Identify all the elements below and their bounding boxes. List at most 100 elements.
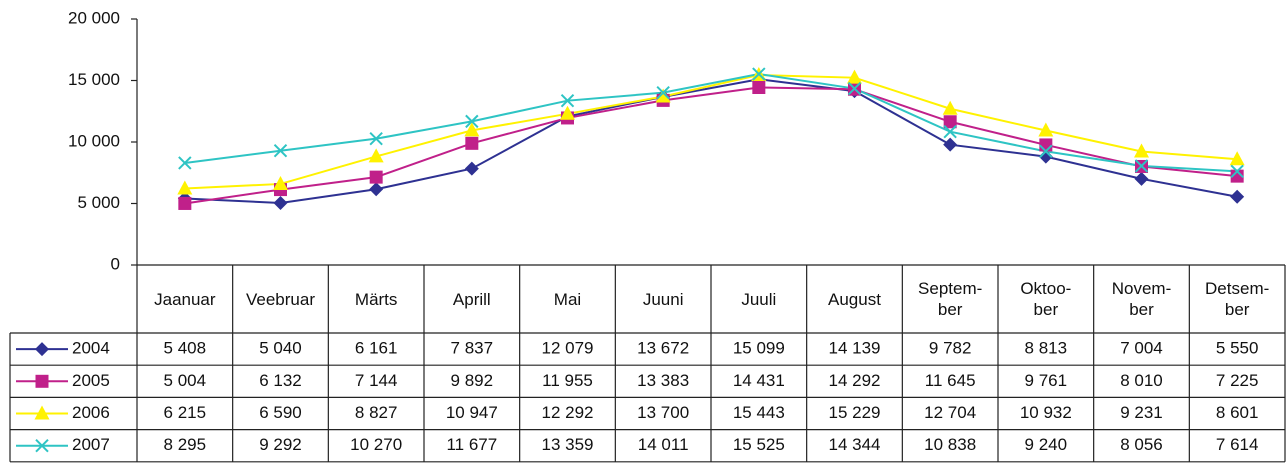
- legend-label: 2007: [72, 435, 110, 454]
- marker: [1038, 149, 1053, 164]
- marker: [1230, 164, 1244, 179]
- marker: [560, 93, 575, 108]
- marker: [847, 81, 862, 96]
- marker: [464, 122, 480, 137]
- marker: [465, 136, 479, 150]
- data-label: 8 010: [1120, 371, 1163, 390]
- marker: [942, 100, 958, 115]
- data-label: 7 004: [1120, 339, 1163, 358]
- data-label: 9 240: [1025, 435, 1068, 454]
- marker: [656, 85, 670, 100]
- x-tick-label: Detsem- ber: [1205, 279, 1270, 319]
- y-tick-label: 5 000: [77, 193, 120, 212]
- legend-label: 2005: [72, 371, 110, 390]
- data-label: 7 614: [1216, 435, 1259, 454]
- data-label: 6 132: [259, 371, 302, 390]
- data-label: 13 383: [637, 371, 689, 390]
- y-tick-label: 0: [111, 254, 120, 273]
- data-label: 11 677: [446, 435, 497, 454]
- data-label: 13 359: [542, 435, 594, 454]
- marker: [369, 170, 383, 184]
- marker: [178, 196, 192, 210]
- data-label: 8 601: [1216, 403, 1259, 422]
- marker: [177, 180, 193, 195]
- data-label: 5 550: [1216, 339, 1259, 358]
- data-label: 5 040: [259, 339, 302, 358]
- marker: [1039, 138, 1053, 152]
- x-tick-label: Juuni: [642, 289, 684, 309]
- data-label: 11 645: [925, 371, 976, 390]
- marker: [943, 124, 957, 139]
- data-label: 12 292: [542, 403, 594, 422]
- data-label: 11 955: [542, 371, 593, 390]
- data-label: 8 295: [164, 435, 207, 454]
- data-label: 7 144: [355, 371, 398, 390]
- data-label: 10 838: [924, 435, 976, 454]
- marker: [465, 114, 479, 129]
- data-label: 14 139: [829, 339, 881, 358]
- data-label: 9 892: [451, 371, 494, 390]
- data-label: 10 270: [350, 435, 402, 454]
- series-line: [184, 86, 1238, 205]
- data-label: 7 225: [1216, 371, 1259, 390]
- marker: [178, 156, 192, 170]
- marker: [943, 137, 958, 152]
- x-tick-label: Novem- ber: [1111, 279, 1172, 319]
- data-label: 10 932: [1020, 403, 1072, 422]
- marker: [464, 161, 479, 176]
- marker: [560, 105, 575, 120]
- marker: [273, 144, 288, 158]
- marker: [273, 175, 288, 190]
- marker: [752, 80, 766, 94]
- marker: [1134, 159, 1149, 173]
- marker: [1039, 144, 1053, 159]
- marker: [1134, 143, 1149, 158]
- data-label: 12 704: [924, 403, 976, 422]
- marker: [1230, 189, 1245, 204]
- data-label: 6 590: [259, 403, 302, 422]
- x-tick-label: Juuli: [741, 289, 777, 309]
- y-tick-label: 10 000: [68, 131, 120, 150]
- data-label: 13 672: [637, 339, 689, 358]
- y-tick-label: 15 000: [68, 70, 120, 89]
- data-label: 9 292: [259, 435, 302, 454]
- x-tick-label: Septem- ber: [918, 279, 983, 319]
- x-tick-label: Oktoo- ber: [1020, 279, 1072, 319]
- x-tick-label: August: [828, 289, 881, 309]
- data-label: 5 408: [164, 339, 207, 358]
- x-tick-label: Aprill: [452, 289, 491, 309]
- y-tick-label: 20 000: [68, 8, 120, 27]
- data-label: 8 827: [355, 403, 398, 422]
- marker: [1230, 169, 1244, 183]
- marker: [369, 131, 383, 146]
- legend-marker: [34, 405, 50, 420]
- data-label: 15 229: [829, 403, 881, 422]
- marker: [943, 115, 957, 129]
- data-label: 6 161: [355, 339, 398, 358]
- data-label: 13 700: [637, 403, 689, 422]
- data-label: 15 525: [733, 435, 785, 454]
- marker: [1038, 122, 1054, 137]
- marker: [273, 196, 288, 211]
- data-label: 14 344: [829, 435, 881, 454]
- data-label: 9 782: [929, 339, 972, 358]
- data-label: 14 431: [733, 371, 785, 390]
- data-label: 15 099: [733, 339, 785, 358]
- marker: [1134, 171, 1149, 186]
- data-label: 7 837: [451, 339, 494, 358]
- data-label: 5 004: [164, 371, 207, 390]
- data-label: 10 947: [446, 403, 498, 422]
- data-label: 8 813: [1025, 339, 1068, 358]
- data-label: 14 011: [638, 435, 689, 454]
- data-label: 6 215: [164, 403, 207, 422]
- data-label: 14 292: [829, 371, 881, 390]
- legend-marker: [35, 342, 49, 357]
- x-tick-label: Veebruar: [245, 289, 315, 309]
- series-line: [184, 73, 1238, 173]
- data-label: 12 079: [542, 339, 594, 358]
- data-label: 15 443: [733, 403, 785, 422]
- x-tick-label: Mai: [553, 289, 582, 309]
- x-tick-label: Jaanuar: [154, 289, 216, 309]
